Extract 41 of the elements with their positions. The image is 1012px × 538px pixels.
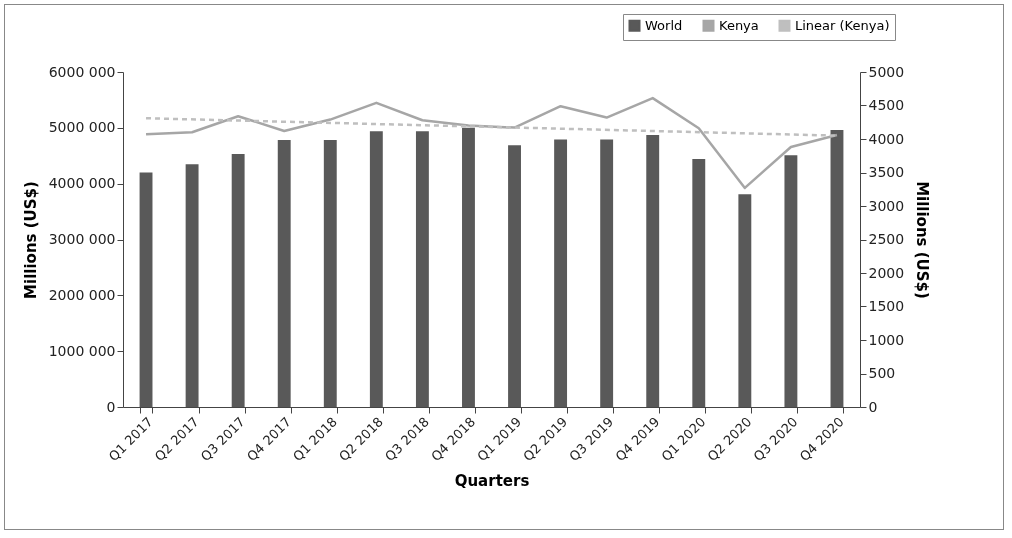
- y-tick-label: 3000 000: [48, 231, 116, 247]
- y2-tick-label: 0: [868, 398, 878, 415]
- legend-label: World: [645, 17, 683, 33]
- legend-label: Kenya: [719, 17, 759, 33]
- bar: [277, 140, 291, 407]
- bar: [415, 131, 429, 407]
- y2-tick-label: 5000: [868, 63, 905, 80]
- bar: [508, 145, 521, 407]
- line-series: [144, 96, 839, 190]
- y-tick-label: 5000 000: [48, 119, 116, 136]
- y2-tick-label: 4000: [868, 130, 905, 147]
- y-tick-label: 6000 000: [48, 63, 116, 80]
- bar: [738, 194, 752, 407]
- bar: [784, 155, 798, 407]
- bar: [185, 164, 199, 407]
- y-tick-label: 0: [106, 398, 116, 415]
- bar: [692, 159, 706, 407]
- bar: [369, 131, 383, 407]
- bar: [554, 139, 568, 407]
- y2-tick-label: 4500: [868, 97, 905, 113]
- y-tick-label: 4000 000: [48, 175, 116, 192]
- y2-tick-label: 500: [868, 365, 896, 381]
- y2-tick-label: 3500: [868, 164, 905, 180]
- y2-tick-label: 2000: [868, 264, 905, 281]
- bar: [231, 154, 245, 407]
- y-tick-label: 1000 000: [48, 342, 116, 359]
- bar: [600, 139, 614, 407]
- y2-tick-label: 3000: [868, 197, 905, 214]
- bar: [830, 130, 844, 407]
- y2-tick-label: 1000: [868, 331, 905, 348]
- y2-axis-title: Millions (US$): [913, 181, 932, 299]
- bar: [323, 140, 337, 407]
- y2-tick-label: 2500: [868, 231, 905, 247]
- bar: [139, 172, 153, 407]
- legend-label: Linear (Kenya): [795, 17, 890, 33]
- x-axis-title: Quarters: [454, 472, 530, 491]
- y-axis-title: Millions (US$): [21, 181, 40, 299]
- y-tick-label: 2000 000: [48, 286, 116, 303]
- bar: [462, 127, 475, 407]
- bar: [646, 135, 660, 407]
- y2-tick-label: 1500: [868, 298, 905, 314]
